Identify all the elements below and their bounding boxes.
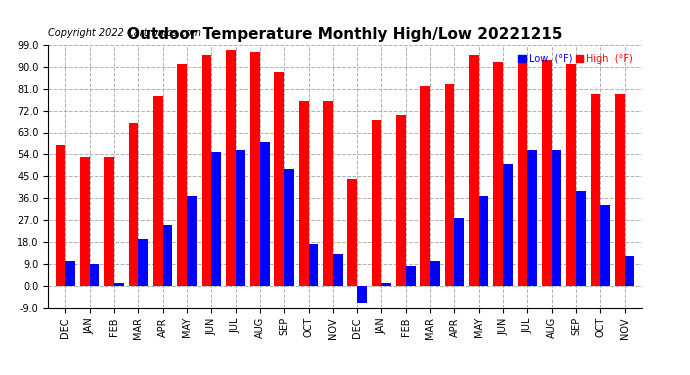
Bar	[260, 142, 270, 286]
Bar	[382, 283, 391, 286]
Bar	[114, 283, 124, 286]
Bar	[357, 286, 367, 303]
Bar	[66, 261, 75, 286]
Bar	[128, 123, 138, 286]
Bar	[372, 120, 382, 286]
Bar	[138, 240, 148, 286]
Bar	[455, 217, 464, 286]
Bar	[348, 178, 357, 286]
Bar	[90, 264, 99, 286]
Bar	[615, 94, 624, 286]
Bar	[275, 72, 284, 286]
Bar	[299, 101, 308, 286]
Bar	[211, 152, 221, 286]
Bar	[542, 60, 552, 286]
Bar	[552, 150, 562, 286]
Bar	[308, 244, 318, 286]
Bar	[576, 191, 586, 286]
Bar	[527, 150, 537, 286]
Bar	[235, 150, 245, 286]
Bar	[80, 157, 90, 286]
Bar	[420, 86, 430, 286]
Bar	[250, 52, 260, 286]
Bar	[624, 256, 634, 286]
Bar	[479, 196, 489, 286]
Bar	[284, 169, 294, 286]
Legend: Low  (°F), High  (°F): Low (°F), High (°F)	[515, 50, 637, 68]
Bar	[430, 261, 440, 286]
Bar	[503, 164, 513, 286]
Bar	[518, 55, 527, 286]
Bar	[493, 62, 503, 286]
Bar	[201, 55, 211, 286]
Bar	[153, 96, 163, 286]
Bar	[226, 50, 235, 286]
Bar	[445, 84, 455, 286]
Bar	[396, 116, 406, 286]
Bar	[566, 64, 576, 286]
Bar	[600, 206, 610, 286]
Bar	[323, 101, 333, 286]
Text: Copyright 2022 Cartronics.com: Copyright 2022 Cartronics.com	[48, 27, 201, 38]
Bar	[333, 254, 342, 286]
Bar	[163, 225, 172, 286]
Title: Outdoor Temperature Monthly High/Low 20221215: Outdoor Temperature Monthly High/Low 202…	[127, 27, 563, 42]
Bar	[104, 157, 114, 286]
Bar	[406, 266, 415, 286]
Bar	[469, 55, 479, 286]
Bar	[56, 145, 66, 286]
Bar	[177, 64, 187, 286]
Bar	[187, 196, 197, 286]
Bar	[591, 94, 600, 286]
